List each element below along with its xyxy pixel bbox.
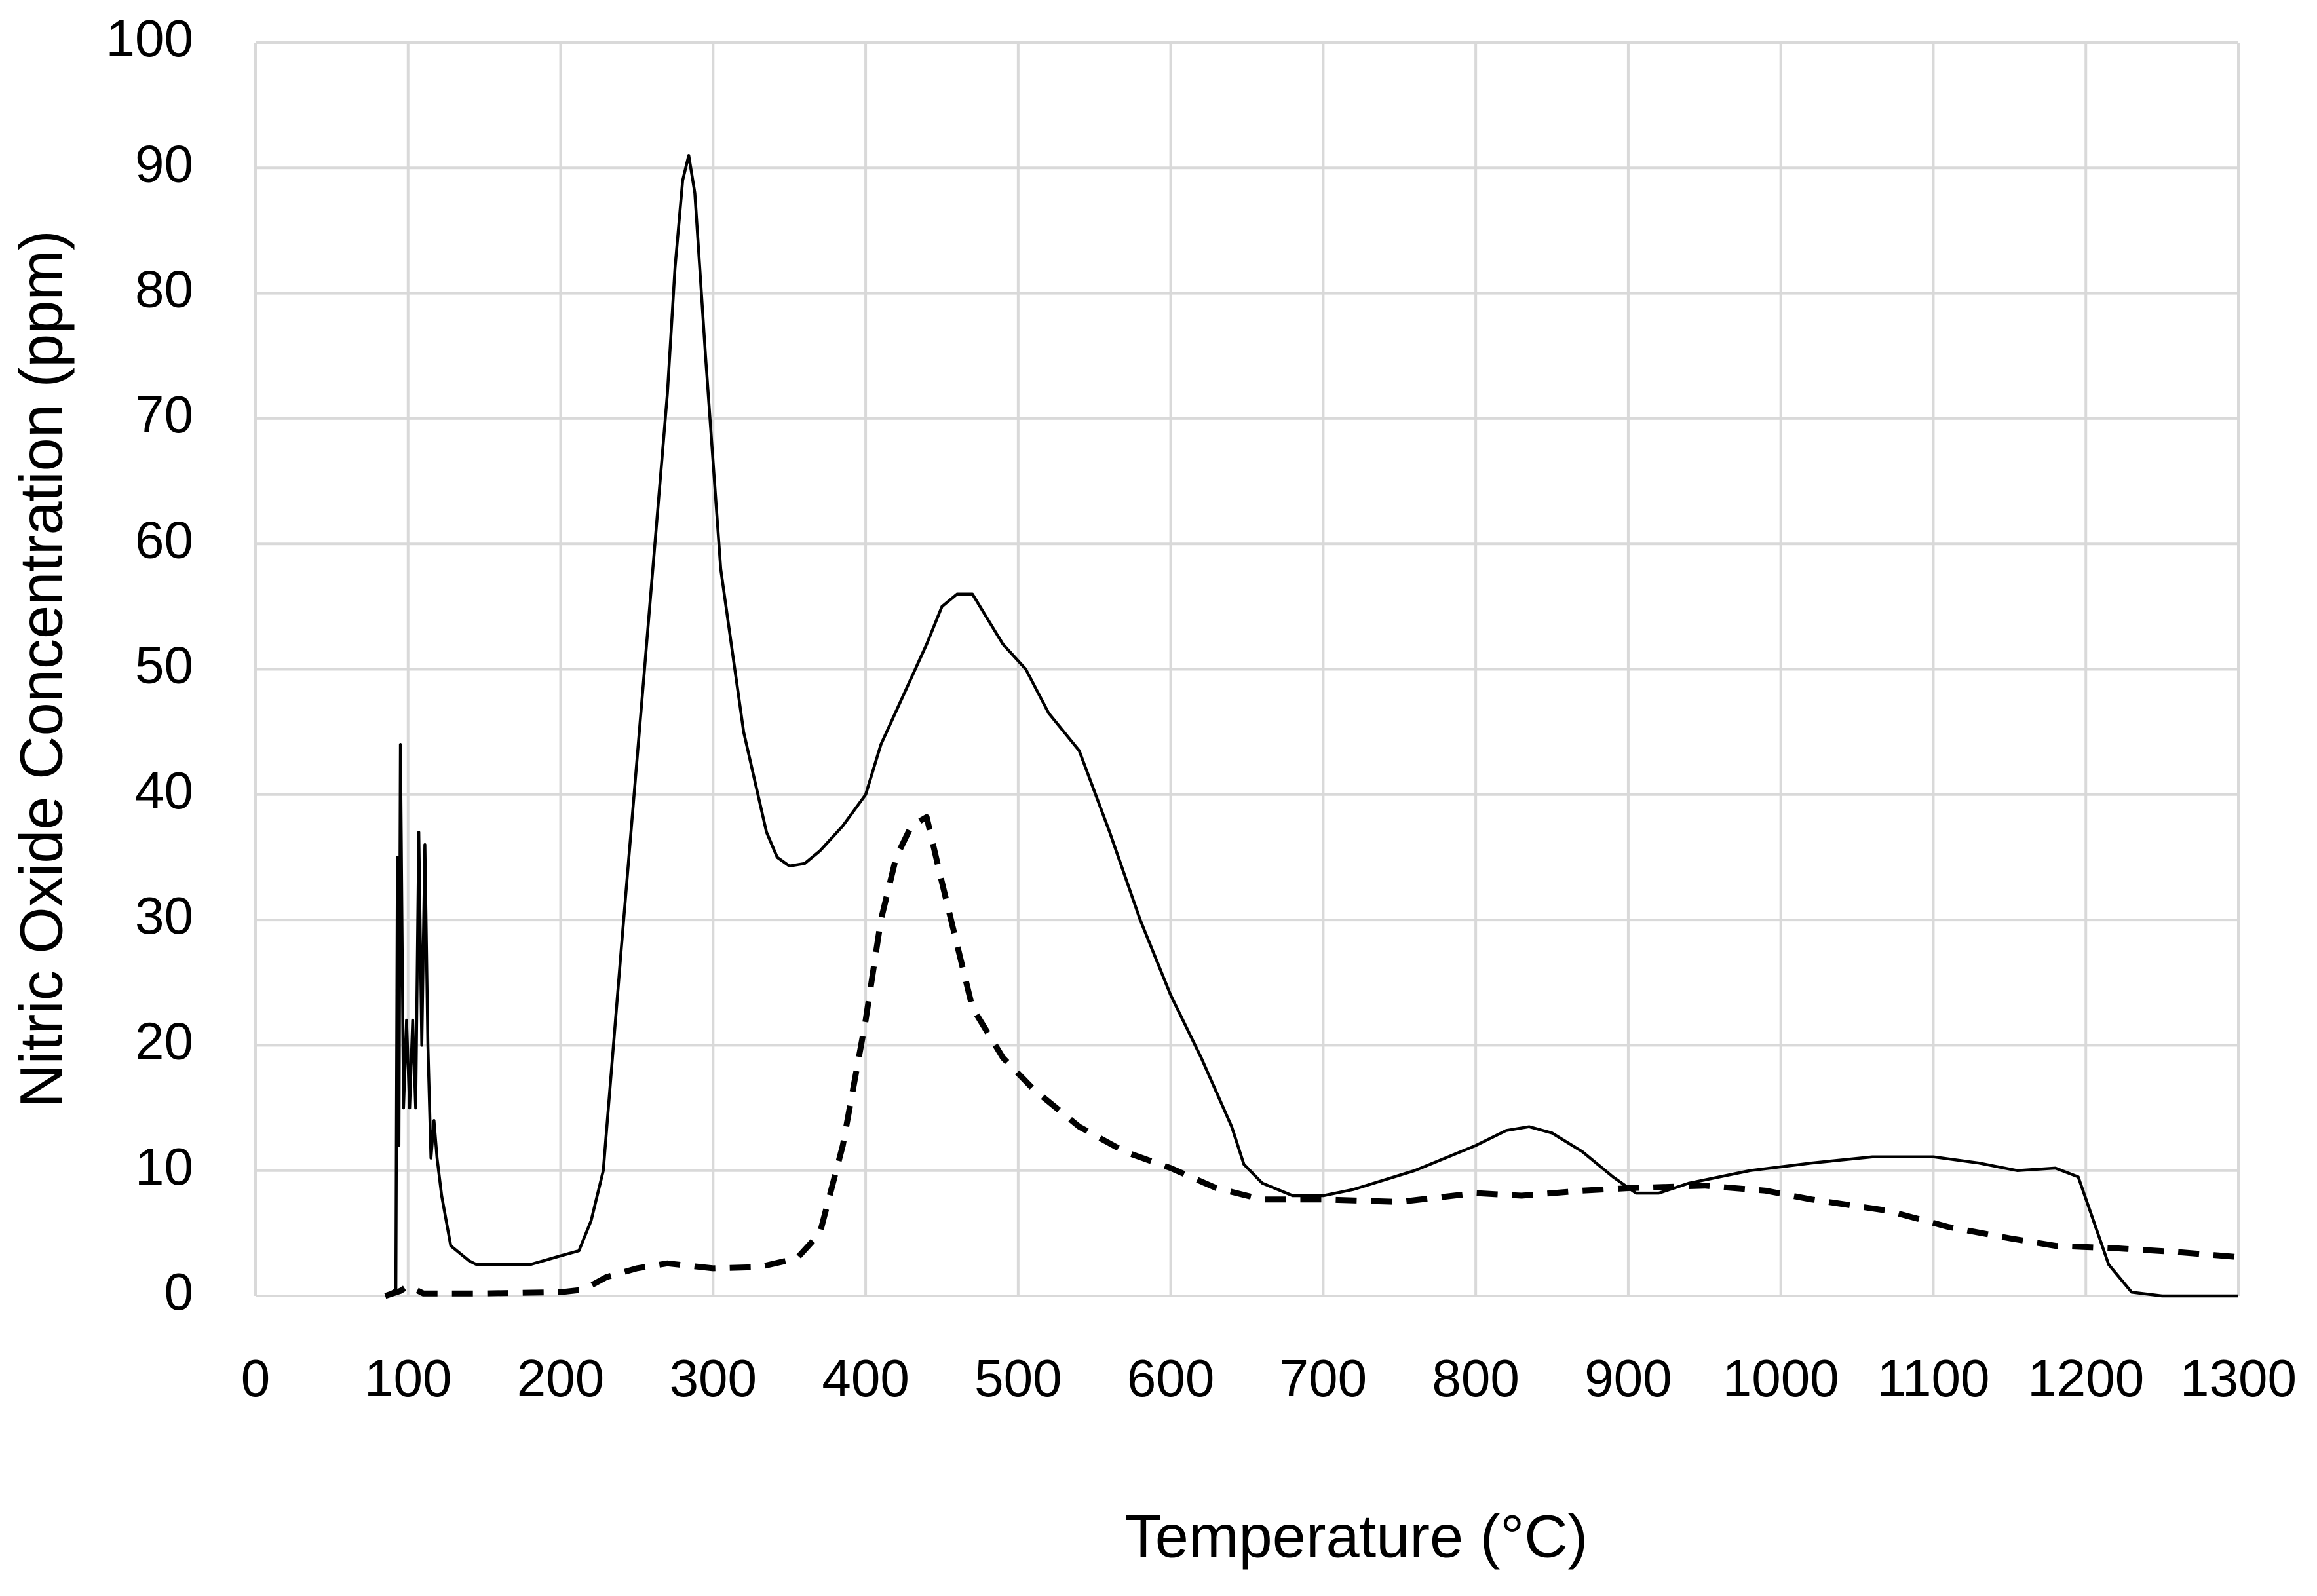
y-tick-label: 20: [135, 1012, 193, 1071]
x-tick-label: 1300: [2180, 1349, 2297, 1407]
series-line: [384, 814, 2239, 1299]
series-line: [384, 153, 2238, 1298]
y-tick-label: 100: [106, 9, 193, 67]
x-tick-label: 0: [241, 1349, 271, 1407]
y-tick-label: 30: [135, 886, 193, 945]
x-tick-label: 200: [517, 1349, 604, 1407]
y-tick-label: 50: [135, 636, 193, 694]
y-tick-label: 10: [135, 1137, 193, 1196]
y-tick-label: 80: [135, 260, 193, 318]
x-tick-label: 1100: [1877, 1349, 1989, 1407]
y-tick-label: 60: [135, 510, 193, 569]
y-axis-title: Nitric Oxide Concentration (ppm): [8, 230, 75, 1108]
x-tick-label: 100: [364, 1349, 451, 1407]
grid: [254, 41, 2240, 1297]
x-tick-label: 400: [822, 1349, 909, 1407]
x-tick-label: 800: [1432, 1349, 1519, 1407]
y-tick-label: 0: [164, 1263, 194, 1321]
lines: [384, 153, 2239, 1299]
x-tick-label: 700: [1280, 1349, 1367, 1407]
x-tick-label: 600: [1127, 1349, 1214, 1407]
x-tick-label: 1200: [2027, 1349, 2144, 1407]
x-tick-label: 900: [1584, 1349, 1672, 1407]
x-tick-label: 300: [670, 1349, 757, 1407]
x-tick-label: 1000: [1723, 1349, 1839, 1407]
y-tick-label: 70: [135, 385, 193, 444]
y-tick-label: 90: [135, 134, 193, 193]
y-tick-label: 40: [135, 761, 193, 820]
x-axis-title: Temperature (°C): [1125, 1503, 1588, 1570]
x-tick-label: 500: [974, 1349, 1062, 1407]
